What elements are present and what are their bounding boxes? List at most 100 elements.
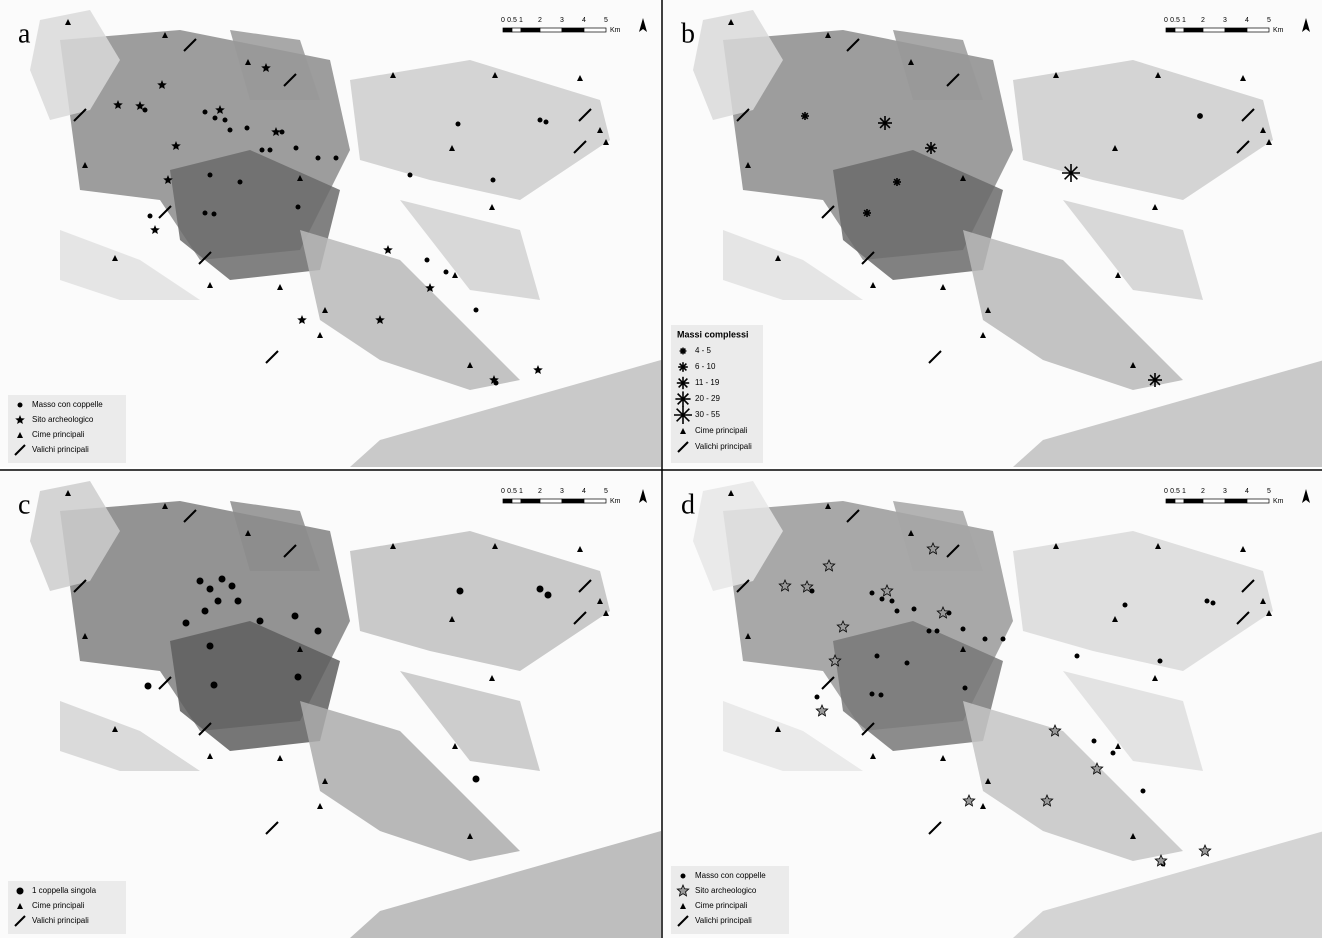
site-dot <box>444 270 449 275</box>
scale-segment <box>1225 28 1247 32</box>
scale-segment <box>1247 28 1269 32</box>
scale-label: 5 <box>604 17 608 24</box>
site-dot <box>203 110 208 115</box>
site-dot <box>18 403 23 408</box>
site-dot <box>334 156 339 161</box>
scale-label: 3 <box>560 488 564 495</box>
site-dot <box>473 776 480 783</box>
site-dot <box>143 108 148 113</box>
site-dot <box>268 148 273 153</box>
site-dot <box>425 258 430 263</box>
scale-label: 0.5 <box>507 488 517 495</box>
asterisk <box>675 391 690 406</box>
site-dot <box>870 692 875 697</box>
site-dot <box>197 578 204 585</box>
site-dot <box>229 583 236 590</box>
legend-label: 6 - 10 <box>695 362 716 371</box>
site-dot <box>890 599 895 604</box>
asterisk <box>674 406 692 424</box>
site-dot <box>280 130 285 135</box>
legend-label: Sito archeologico <box>695 886 757 895</box>
asterisk <box>863 209 871 217</box>
site-dot <box>815 695 820 700</box>
panel-letter: b <box>681 18 695 49</box>
site-dot <box>544 120 549 125</box>
site-dot <box>681 874 686 879</box>
site-dot <box>880 597 885 602</box>
site-dot <box>202 608 209 615</box>
panel-letter: a <box>18 18 31 49</box>
panel-letter: c <box>18 489 30 520</box>
site-dot <box>895 609 900 614</box>
legend-label: Valichi principali <box>695 442 752 451</box>
site-dot <box>148 214 153 219</box>
site-dot <box>1092 739 1097 744</box>
site-dot <box>212 212 217 217</box>
scale-label: 4 <box>582 488 586 495</box>
scale-segment <box>562 28 584 32</box>
site-dot <box>208 173 213 178</box>
site-dot <box>1111 751 1116 756</box>
site-dot <box>875 654 880 659</box>
site-dot <box>905 661 910 666</box>
scale-segment <box>584 499 606 503</box>
scale-label: 5 <box>1267 488 1271 495</box>
scale-segment <box>1184 28 1203 32</box>
scale-segment <box>1203 28 1225 32</box>
scale-segment <box>512 499 521 503</box>
scale-segment <box>540 499 562 503</box>
legend-label: Valichi principali <box>32 445 89 454</box>
site-dot <box>215 598 222 605</box>
scale-segment <box>1175 28 1184 32</box>
site-dot <box>228 128 233 133</box>
asterisk <box>893 178 901 186</box>
site-dot <box>316 156 321 161</box>
site-dot <box>408 173 413 178</box>
site-dot <box>963 686 968 691</box>
asterisk <box>801 112 809 120</box>
legend-label: Cime principali <box>32 430 85 439</box>
site-dot <box>1001 637 1006 642</box>
asterisk <box>1062 164 1080 182</box>
site-dot <box>213 116 218 121</box>
scale-label: 0 <box>1164 17 1168 24</box>
site-dot <box>292 613 299 620</box>
site-dot <box>983 637 988 642</box>
site-dot <box>245 126 250 131</box>
site-dot <box>17 888 24 895</box>
site-dot <box>538 118 543 123</box>
site-dot <box>203 211 208 216</box>
scale-label: 5 <box>604 488 608 495</box>
asterisk <box>1197 113 1203 119</box>
site-dot <box>1158 659 1163 664</box>
legend-label: Cime principali <box>32 901 85 910</box>
scale-label: 4 <box>582 17 586 24</box>
scale-segment <box>521 28 540 32</box>
site-dot <box>912 607 917 612</box>
scale-label: 2 <box>538 488 542 495</box>
asterisk <box>878 116 892 130</box>
site-dot <box>260 148 265 153</box>
figure: a00.512345KmMasso con coppelleSito arche… <box>0 0 1322 938</box>
map-panel: c00.512345Km1 coppella singolaCime princ… <box>0 471 661 938</box>
legend-label: Valichi principali <box>32 916 89 925</box>
site-dot <box>296 205 301 210</box>
site-dot <box>1141 789 1146 794</box>
map-panel: d00.512345KmMasso con coppelleSito arche… <box>663 471 1322 938</box>
site-dot <box>491 178 496 183</box>
site-dot <box>223 118 228 123</box>
scale-segment <box>1166 499 1175 503</box>
site-dot <box>294 146 299 151</box>
asterisk <box>925 142 937 154</box>
asterisk <box>678 362 688 372</box>
scale-label: 0 <box>501 17 505 24</box>
site-dot <box>183 620 190 627</box>
asterisk <box>677 377 689 389</box>
scale-label: 3 <box>1223 488 1227 495</box>
legend-label: 4 - 5 <box>695 346 712 355</box>
scale-segment <box>1166 28 1175 32</box>
scale-label: 1 <box>519 17 523 24</box>
site-dot <box>1123 603 1128 608</box>
site-dot <box>1211 601 1216 606</box>
